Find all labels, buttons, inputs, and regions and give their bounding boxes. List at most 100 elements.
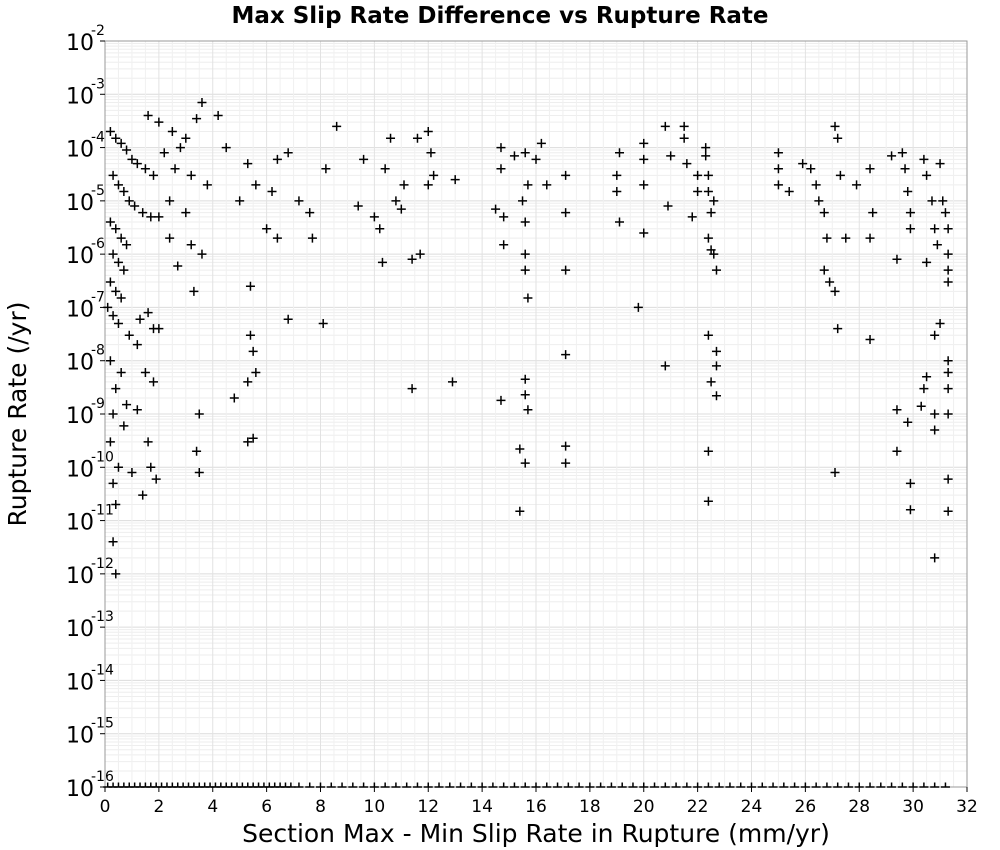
data-point xyxy=(515,506,525,516)
zero-rate-point xyxy=(434,782,444,788)
zero-rate-point xyxy=(596,782,606,788)
data-point xyxy=(321,164,331,174)
data-point xyxy=(523,180,533,190)
data-point xyxy=(943,277,953,287)
data-point xyxy=(108,478,118,488)
data-point xyxy=(197,249,207,259)
data-point xyxy=(173,261,183,271)
data-point xyxy=(612,186,622,196)
data-point xyxy=(111,286,121,296)
zero-rate-point xyxy=(843,782,853,788)
x-tick-label: 12 xyxy=(417,797,439,817)
y-tick-label-base: 10 xyxy=(66,670,94,695)
zero-rate-point xyxy=(757,782,767,788)
data-point xyxy=(639,154,649,164)
zero-rate-point xyxy=(380,782,390,788)
data-point xyxy=(703,170,713,180)
x-tick-label: 32 xyxy=(956,797,978,817)
zero-rate-point xyxy=(822,782,832,788)
zero-rate-point xyxy=(348,782,358,788)
data-point xyxy=(773,148,783,158)
data-point xyxy=(396,204,406,214)
data-point xyxy=(243,377,253,387)
zero-rate-point xyxy=(412,782,422,788)
y-tick-label-exponent: -12 xyxy=(91,556,114,572)
y-tick-label-base: 10 xyxy=(66,138,94,163)
data-point xyxy=(369,212,379,222)
data-point xyxy=(148,170,158,180)
data-point xyxy=(784,186,794,196)
data-point xyxy=(105,356,115,366)
y-tick-label-exponent: -15 xyxy=(91,716,114,732)
data-point xyxy=(520,390,530,400)
zero-rate-point xyxy=(725,782,735,788)
data-point xyxy=(377,257,387,267)
y-tick-label-exponent: -16 xyxy=(91,769,114,785)
data-point xyxy=(213,110,223,120)
data-point xyxy=(679,133,689,143)
zero-rate-point xyxy=(294,782,304,788)
data-point xyxy=(251,368,261,378)
data-point xyxy=(773,164,783,174)
data-point xyxy=(108,537,118,547)
data-point xyxy=(132,405,142,415)
data-point xyxy=(496,395,506,405)
data-point xyxy=(520,217,530,227)
data-point xyxy=(825,277,835,287)
zero-rate-point xyxy=(660,782,670,788)
data-point xyxy=(423,180,433,190)
data-point xyxy=(399,180,409,190)
data-point xyxy=(353,201,363,211)
data-point xyxy=(833,324,843,334)
y-tick-label-exponent: -6 xyxy=(91,236,105,252)
data-point xyxy=(919,384,929,394)
data-point xyxy=(520,249,530,259)
data-point xyxy=(687,212,697,222)
data-point xyxy=(561,350,571,360)
data-point xyxy=(307,233,317,243)
data-point xyxy=(127,154,137,164)
data-point xyxy=(819,265,829,275)
data-point xyxy=(111,384,121,394)
x-tick-label: 0 xyxy=(100,797,111,817)
data-point xyxy=(561,265,571,275)
data-point xyxy=(515,444,525,454)
x-tick-label: 8 xyxy=(315,797,326,817)
data-point xyxy=(423,127,433,137)
data-point xyxy=(935,159,945,169)
data-point xyxy=(122,145,132,155)
data-point xyxy=(119,421,129,431)
data-point xyxy=(130,201,140,211)
data-point xyxy=(154,117,164,127)
data-point xyxy=(703,446,713,456)
data-point xyxy=(852,180,862,190)
data-point xyxy=(830,286,840,296)
data-point xyxy=(639,180,649,190)
data-point xyxy=(706,377,716,387)
data-point xyxy=(116,233,126,243)
data-point xyxy=(639,228,649,238)
data-point xyxy=(833,133,843,143)
data-point xyxy=(426,148,436,158)
data-point xyxy=(267,186,277,196)
x-axis-ticks: 0 2 4 6 8 10 12 14 16 18 20 22 24 26 28 30 32 xyxy=(100,787,978,817)
data-point xyxy=(294,196,304,206)
data-point xyxy=(138,490,148,500)
zero-rate-point xyxy=(456,782,466,788)
data-point xyxy=(192,446,202,456)
data-point xyxy=(773,180,783,190)
data-point xyxy=(865,233,875,243)
x-tick-label: 14 xyxy=(471,797,493,817)
zero-rate-point xyxy=(359,782,369,788)
data-point xyxy=(520,265,530,275)
data-point xyxy=(943,224,953,234)
data-point xyxy=(151,474,161,484)
data-point xyxy=(693,170,703,180)
zero-rate-point xyxy=(286,782,296,788)
data-point xyxy=(119,186,129,196)
data-point xyxy=(194,409,204,419)
x-tick-label: 4 xyxy=(207,797,218,817)
data-point xyxy=(272,154,282,164)
zero-rate-point xyxy=(887,782,897,788)
data-point xyxy=(113,318,123,328)
